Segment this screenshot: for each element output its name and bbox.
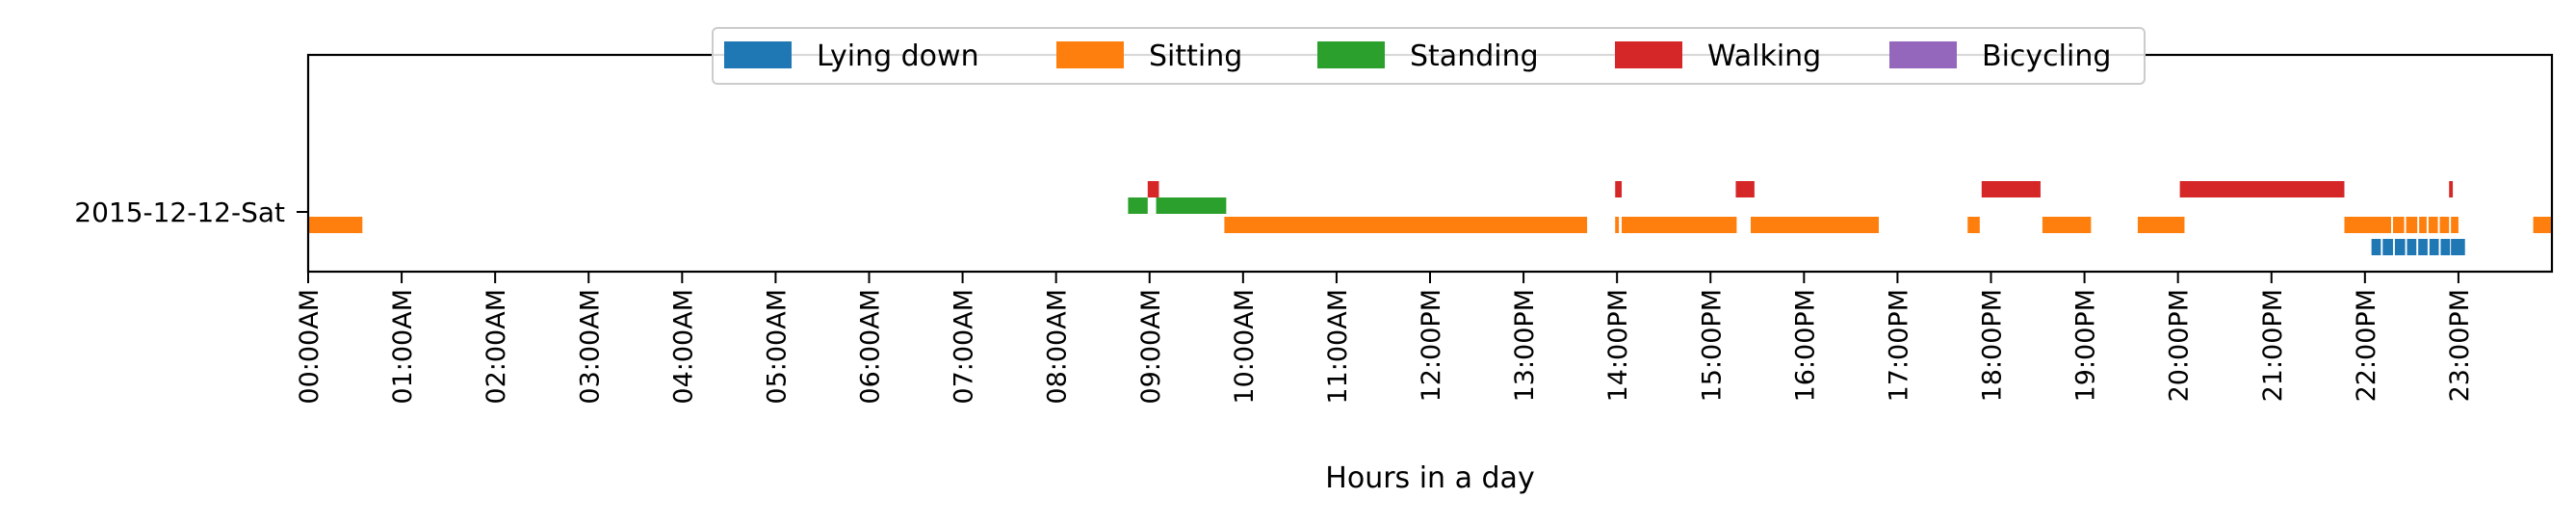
bar-walking-3: [1981, 181, 2041, 197]
bar-sitting-2: [1615, 217, 1620, 233]
plot-frame: [306, 53, 2554, 274]
legend-label-standing: Standing: [1410, 39, 1539, 73]
legend-swatch-bicycling: [1889, 41, 1957, 68]
bar-sitting-4: [1751, 217, 1879, 233]
bar-lying-down-5: [2429, 239, 2439, 255]
x-tick-label: 08:00AM: [1043, 289, 1073, 405]
bar-walking-1: [1615, 181, 1623, 197]
x-tick-label: 02:00AM: [481, 289, 511, 405]
bar-lying-down-1: [2382, 239, 2393, 255]
x-tick-label: 23:00PM: [2445, 289, 2475, 402]
bar-standing-0: [1128, 197, 1148, 214]
x-tick-label: 04:00AM: [668, 289, 698, 405]
bar-sitting-14: [2451, 217, 2459, 233]
legend-label-bicycling: Bicycling: [1982, 39, 2111, 73]
legend-label-lying-down: Lying down: [817, 39, 979, 73]
bar-walking-2: [1735, 181, 1755, 197]
bar-sitting-7: [2137, 217, 2185, 233]
y-axis-labels: 2015-12-12-Sat: [74, 197, 308, 228]
legend-swatch-standing: [1317, 41, 1385, 68]
x-tick-label: 18:00PM: [1978, 289, 2008, 402]
bar-sitting-15: [2533, 217, 2552, 233]
x-tick-label: 06:00AM: [856, 289, 886, 405]
bar-sitting-11: [2419, 217, 2427, 233]
x-tick-label: 13:00PM: [1510, 289, 1540, 402]
bar-sitting-3: [1622, 217, 1737, 233]
legend-label-sitting: Sitting: [1149, 39, 1242, 73]
bar-lying-down-4: [2418, 239, 2428, 255]
x-tick-label: 12:00PM: [1417, 289, 1446, 402]
bar-sitting-5: [1967, 217, 1980, 233]
bar-sitting-9: [2392, 217, 2405, 233]
legend-swatch-walking: [1615, 41, 1682, 68]
legend: Lying down Sitting Standing Walking Bicyclin…: [712, 27, 2146, 85]
bar-walking-5: [2449, 181, 2454, 197]
bar-standing-1: [1156, 197, 1227, 214]
bar-sitting-6: [2042, 217, 2092, 233]
legend-swatch-lying-down: [724, 41, 792, 68]
x-tick-label: 14:00PM: [1603, 289, 1633, 402]
bar-lying-down-3: [2407, 239, 2417, 255]
bars-layer: [308, 181, 2552, 255]
x-tick-label: 22:00PM: [2352, 289, 2381, 402]
x-tick-label: 16:00PM: [1790, 289, 1820, 402]
x-tick-label: 05:00AM: [762, 289, 792, 405]
bar-lying-down-7: [2451, 239, 2465, 255]
bar-lying-down-0: [2371, 239, 2381, 255]
x-tick-label: 03:00AM: [575, 289, 605, 405]
bar-walking-4: [2179, 181, 2345, 197]
bar-walking-0: [1147, 181, 1159, 197]
bar-lying-down-6: [2440, 239, 2451, 255]
bar-sitting-1: [1224, 217, 1588, 233]
x-tick-label: 10:00AM: [1230, 289, 1260, 405]
x-axis-ticks: 00:00AM 01:00AM 02:00AM 03:00AM 04:00AM 05:00…: [295, 272, 2475, 405]
bar-sitting-12: [2428, 217, 2438, 233]
x-tick-label: 19:00PM: [2071, 289, 2101, 402]
x-tick-label: 17:00PM: [1884, 289, 1913, 402]
x-tick-label: 15:00PM: [1697, 289, 1727, 402]
x-tick-label: 21:00PM: [2258, 289, 2288, 402]
legend-swatch-sitting: [1056, 41, 1124, 68]
bar-sitting-0: [308, 217, 363, 233]
legend-label-walking: Walking: [1707, 39, 1821, 73]
x-axis-title: Hours in a day: [1325, 461, 1534, 495]
y-category-label: 2015-12-12-Sat: [74, 197, 285, 228]
x-tick-label: 11:00AM: [1323, 289, 1353, 405]
x-tick-label: 00:00AM: [295, 289, 325, 405]
bar-sitting-8: [2344, 217, 2392, 233]
bar-lying-down-2: [2394, 239, 2406, 255]
bar-sitting-10: [2406, 217, 2418, 233]
x-tick-label: 09:00AM: [1136, 289, 1166, 405]
x-tick-label: 01:00AM: [388, 289, 418, 405]
x-tick-label: 07:00AM: [950, 289, 979, 405]
x-tick-label: 20:00PM: [2165, 289, 2195, 402]
bar-sitting-13: [2439, 217, 2450, 233]
